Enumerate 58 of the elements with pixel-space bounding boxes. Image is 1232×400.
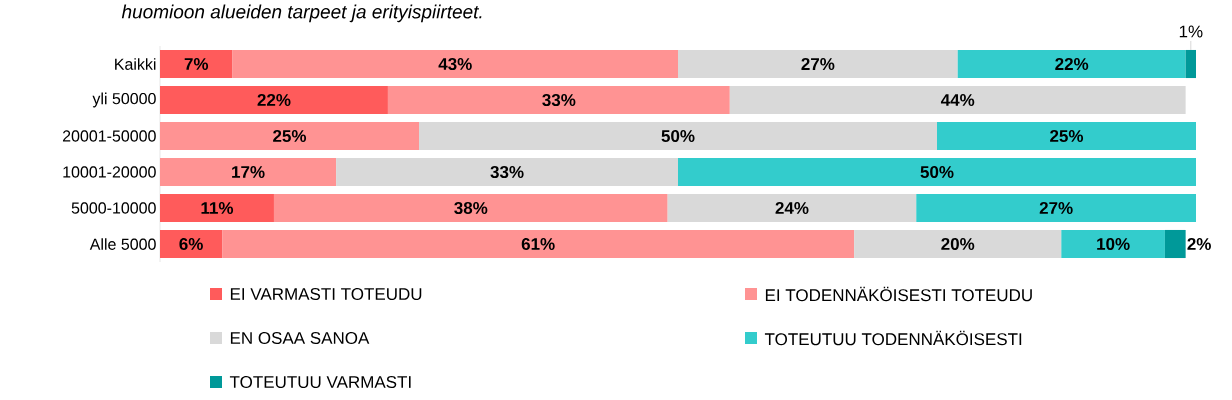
data-label: 33% xyxy=(490,165,524,179)
data-label: 24% xyxy=(775,202,809,214)
bar xyxy=(1061,229,1165,259)
bar xyxy=(160,157,337,187)
y-tick-label: Kaikki xyxy=(115,58,156,70)
data-label: 7% xyxy=(184,58,209,70)
bar xyxy=(160,121,419,151)
y-tick-label: 20001-50000 xyxy=(62,130,156,142)
legend-label: EI VARMASTI TOTEUDU xyxy=(230,287,422,301)
bar xyxy=(678,157,1196,187)
chart-title: huomioon alueiden tarpeet ja erityispiirteet. xyxy=(121,4,482,23)
bar xyxy=(273,193,668,223)
data-label: 22% xyxy=(1055,58,1089,70)
data-label: 10% xyxy=(1097,237,1130,251)
data-label: 17% xyxy=(232,166,265,178)
data-label: 33% xyxy=(542,93,576,107)
data-label: 38% xyxy=(454,201,488,215)
data-label: 6% xyxy=(179,237,203,251)
y-tick-label: yli 50000 xyxy=(92,92,156,108)
bar xyxy=(1164,229,1186,259)
data-label: 50% xyxy=(920,165,954,179)
data-label: 25% xyxy=(1050,129,1084,143)
bar xyxy=(729,85,1186,115)
bar xyxy=(957,49,1186,79)
data-label: 20% xyxy=(941,237,975,251)
data-label: 61% xyxy=(521,237,555,251)
legend-label: TOTEUTUU VARMASTI xyxy=(229,375,411,389)
legend-label: EN OSAA SANOA xyxy=(230,331,370,345)
y-tick-label: 10001-20000 xyxy=(63,166,156,178)
data-label: 2% xyxy=(1187,238,1211,250)
data-label: 27% xyxy=(1039,202,1073,214)
y-tick-label: Alle 5000 xyxy=(89,238,156,250)
bar xyxy=(336,157,678,187)
bar xyxy=(222,229,855,259)
bar xyxy=(916,193,1196,223)
legend-label: EI TODENNÄKÖISESTI TOTEUDU xyxy=(765,286,1032,302)
legend-label: TOTEUTUU TODENNÄKÖISESTI xyxy=(764,330,1022,346)
bar xyxy=(678,49,958,79)
data-label: 25% xyxy=(273,129,307,143)
bar xyxy=(232,49,678,79)
data-label: 22% xyxy=(257,94,291,106)
bar xyxy=(667,193,917,223)
bar xyxy=(160,229,223,259)
bar xyxy=(160,193,274,223)
bar xyxy=(937,121,1196,151)
data-label: 44% xyxy=(940,94,975,106)
bar xyxy=(1185,49,1196,79)
data-label: 27% xyxy=(801,58,835,70)
bar xyxy=(854,229,1062,259)
data-label: 50% xyxy=(661,129,695,143)
data-label: 11% xyxy=(201,202,234,214)
bar xyxy=(419,121,937,151)
y-tick-label: 5000-10000 xyxy=(71,202,156,214)
bar xyxy=(387,85,730,115)
bar xyxy=(160,49,233,79)
data-label: 43% xyxy=(438,57,472,71)
bar xyxy=(160,85,388,115)
data-label: 1% xyxy=(1179,25,1203,38)
